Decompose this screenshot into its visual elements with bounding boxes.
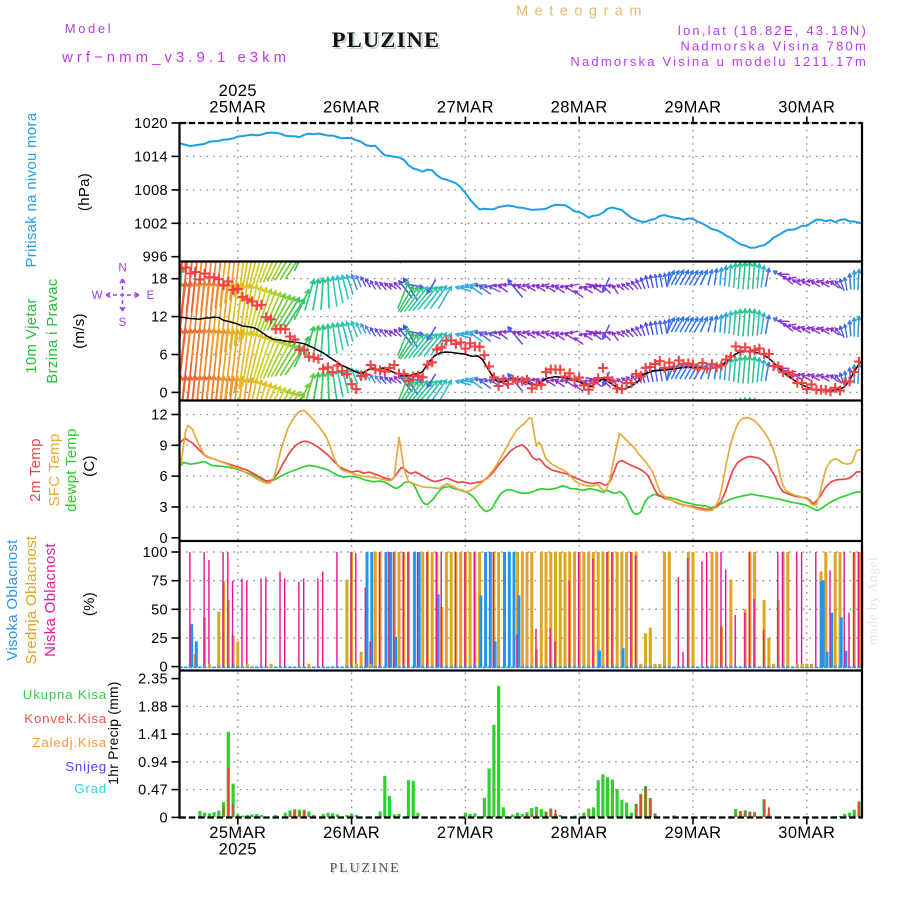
svg-text:1.88: 1.88: [138, 699, 168, 715]
svg-text:26MAR: 26MAR: [323, 99, 380, 117]
svg-text:0.94: 0.94: [138, 755, 168, 771]
svg-text:25MAR: 25MAR: [209, 824, 266, 842]
svg-text:25MAR: 25MAR: [209, 99, 266, 117]
svg-text:28MAR: 28MAR: [551, 824, 608, 842]
svg-text:Zaledj.Kisa: Zaledj.Kisa: [32, 735, 107, 750]
svg-text:Pritisak na nivou mora: Pritisak na nivou mora: [23, 112, 40, 267]
svg-text:Grad: Grad: [74, 781, 107, 796]
svg-text:Srednja Oblacnost: Srednja Oblacnost: [23, 535, 40, 664]
svg-text:Snijeg: Snijeg: [65, 759, 107, 774]
svg-text:2025: 2025: [219, 82, 257, 100]
svg-text:75: 75: [151, 574, 168, 590]
svg-text:2m Temp: 2m Temp: [27, 438, 44, 502]
svg-text:9: 9: [160, 438, 168, 454]
svg-text:3: 3: [160, 500, 168, 516]
svg-text:996: 996: [143, 250, 168, 266]
svg-text:2.35: 2.35: [138, 672, 168, 688]
svg-text:25: 25: [151, 631, 168, 647]
svg-text:12: 12: [151, 408, 168, 424]
svg-text:made by Angel: made by Angel: [865, 557, 880, 645]
svg-text:6: 6: [160, 469, 168, 485]
svg-text:1002: 1002: [134, 216, 168, 232]
svg-text:(%): (%): [81, 592, 98, 616]
svg-text:0: 0: [160, 385, 168, 401]
svg-text:Konvek.Kisa: Konvek.Kisa: [24, 711, 107, 726]
svg-text:(C): (C): [81, 455, 98, 477]
svg-text:PLUZINE: PLUZINE: [334, 29, 442, 54]
svg-text:(m/s): (m/s): [71, 313, 88, 349]
svg-text:Nadmorska Visina u modelu 1211: Nadmorska Visina u modelu 1211.17m: [570, 54, 868, 69]
svg-text:Visoka Oblacnost: Visoka Oblacnost: [4, 539, 21, 661]
svg-text:N: N: [118, 263, 126, 275]
svg-text:1.41: 1.41: [138, 727, 168, 743]
svg-text:PLUZINE: PLUZINE: [332, 27, 440, 52]
svg-text:27MAR: 27MAR: [437, 99, 494, 117]
svg-text:dewpt Temp: dewpt Temp: [63, 428, 80, 512]
svg-text:30MAR: 30MAR: [778, 99, 835, 117]
svg-text:28MAR: 28MAR: [551, 99, 608, 117]
svg-text:2025: 2025: [219, 841, 257, 859]
svg-text:10m Vjetar: 10m Vjetar: [23, 298, 40, 374]
svg-text:Meteogram: Meteogram: [516, 4, 648, 20]
svg-text:SFC Temp: SFC Temp: [46, 434, 63, 507]
svg-text:29MAR: 29MAR: [664, 99, 721, 117]
svg-text:18: 18: [151, 272, 168, 288]
svg-text:(hPa): (hPa): [76, 173, 93, 211]
svg-text:1hr Precip (mm): 1hr Precip (mm): [106, 681, 121, 784]
svg-text:Niska Oblacnost: Niska Oblacnost: [42, 543, 59, 657]
svg-text:1014: 1014: [134, 149, 168, 165]
svg-text:PLUZINE: PLUZINE: [330, 861, 401, 876]
svg-text:wrf−nmm_v3.9.1 e3km: wrf−nmm_v3.9.1 e3km: [61, 49, 290, 66]
svg-text:12: 12: [151, 310, 168, 326]
svg-text:27MAR: 27MAR: [437, 824, 494, 842]
svg-text:W: W: [92, 290, 103, 302]
svg-text:29MAR: 29MAR: [664, 824, 721, 842]
svg-text:lon,lat (18.82E, 43.18N): lon,lat (18.82E, 43.18N): [678, 23, 868, 38]
svg-text:1008: 1008: [134, 183, 168, 199]
svg-text:0: 0: [160, 810, 168, 826]
svg-text:100: 100: [143, 545, 168, 561]
svg-text:Ukupna Kisa: Ukupna Kisa: [23, 687, 107, 702]
svg-text:26MAR: 26MAR: [323, 824, 380, 842]
svg-text:Model: Model: [65, 21, 113, 36]
svg-text:Nadmorska Visina 780m: Nadmorska Visina 780m: [680, 39, 868, 54]
svg-text:Brzina i Pravac: Brzina i Pravac: [44, 278, 61, 384]
svg-text:S: S: [119, 317, 127, 329]
svg-text:PLUZINE: PLUZINE: [331, 863, 402, 878]
svg-text:6: 6: [160, 347, 168, 363]
svg-text:0: 0: [160, 660, 168, 676]
svg-text:1020: 1020: [134, 116, 168, 132]
svg-text:30MAR: 30MAR: [778, 824, 835, 842]
svg-text:50: 50: [151, 602, 168, 618]
svg-text:0: 0: [160, 531, 168, 547]
svg-text:0.47: 0.47: [138, 783, 168, 799]
svg-text:E: E: [147, 290, 155, 302]
